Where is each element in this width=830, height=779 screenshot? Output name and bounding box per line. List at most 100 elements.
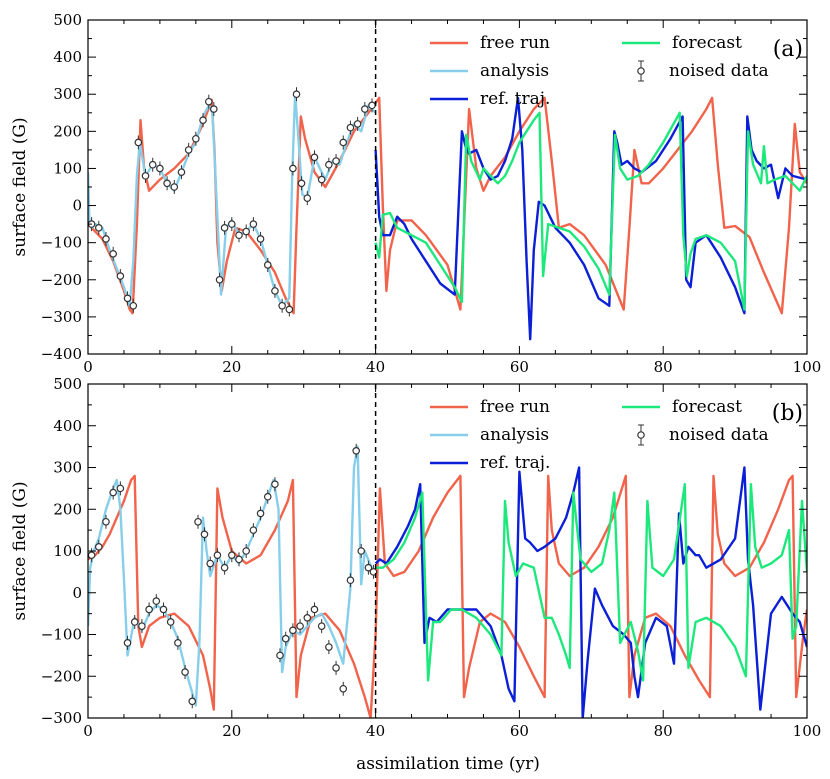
noised-data-point	[200, 530, 209, 539]
panel-label: (b)	[772, 401, 803, 426]
x-tick-label: 80	[654, 358, 673, 376]
noised-data-point	[204, 97, 213, 106]
noised-data-point	[310, 605, 319, 614]
noised-data-point	[352, 446, 360, 455]
series-line-ref-traj-	[374, 96, 807, 341]
noised-data-point	[192, 134, 200, 143]
y-tick-label: 300	[53, 459, 82, 477]
noised-data-point	[206, 559, 215, 568]
noised-data-point	[123, 639, 132, 647]
x-tick-label: 20	[222, 722, 241, 740]
legend-marker	[637, 431, 645, 439]
series-line-free-run	[88, 474, 807, 718]
noised-data-point	[346, 576, 355, 585]
x-axis-label: assimilation time (yr)	[356, 754, 540, 774]
y-tick-label: 0	[72, 197, 82, 215]
legend-label: analysis	[480, 61, 549, 81]
noised-data-point	[210, 105, 218, 113]
noised-data-point	[364, 563, 373, 572]
noised-data-point	[194, 517, 202, 526]
noised-data-point	[281, 634, 290, 643]
noised-data-point	[271, 480, 279, 489]
noised-data-point	[249, 526, 258, 534]
noised-data-point	[310, 153, 319, 162]
noised-data-point	[339, 684, 348, 693]
noised-data-point	[332, 664, 340, 672]
legend-label: noised data	[669, 425, 769, 445]
noised-data-point	[181, 668, 189, 676]
x-tick-label: 0	[83, 722, 93, 740]
noised-data-point	[145, 605, 153, 614]
noised-data-point	[271, 287, 279, 295]
series-line-free-run	[88, 96, 807, 315]
y-tick-label: −300	[41, 308, 82, 326]
noised-data-point	[296, 622, 304, 630]
x-tick-label: 20	[222, 358, 241, 376]
noised-data-point	[109, 488, 117, 497]
noised-data-point	[276, 651, 284, 660]
panel-b: −300 −200 −100 0 100 200 300 400 500 0 20 40 60 80 100…	[10, 375, 821, 740]
noised-data-point	[289, 626, 297, 635]
noised-data-point	[228, 551, 236, 559]
y-tick-label: 200	[53, 500, 82, 518]
legend-label: free run	[480, 397, 550, 417]
y-axis-label: surface field (G)	[10, 481, 30, 620]
legend-label: forecast	[672, 33, 742, 53]
noised-data-point	[339, 138, 348, 147]
noised-data-point	[249, 220, 258, 228]
legend-label: free run	[480, 33, 550, 53]
noised-data-point	[123, 294, 132, 303]
x-tick-label: 80	[654, 722, 673, 740]
noised-data-point	[130, 618, 139, 626]
legend-label: noised data	[669, 61, 769, 81]
y-tick-label: −200	[41, 667, 82, 685]
y-tick-label: −400	[41, 345, 82, 363]
noised-data-point	[256, 235, 265, 243]
noised-data-point	[220, 224, 229, 232]
noised-data-point	[102, 235, 110, 243]
noised-data-point	[332, 157, 340, 165]
panel-a: −400 −300 −200 −100 0 100 200 300 400 500 0 20 40 60 8…	[10, 11, 821, 376]
noised-data-point	[156, 164, 164, 173]
noised-data-point	[141, 172, 150, 180]
noised-data-point	[368, 101, 376, 110]
y-tick-label: −100	[41, 626, 82, 644]
legend: free run analysis ref. traj. forecast noised…	[430, 33, 769, 109]
series-line-analysis	[88, 445, 377, 707]
legend-label: forecast	[672, 397, 742, 417]
noised-data-point	[88, 551, 96, 559]
series-line-forecast	[374, 111, 807, 311]
noised-data-point	[109, 250, 117, 258]
noised-data-point	[317, 622, 326, 630]
noised-data-point	[159, 605, 168, 614]
y-tick-label: 100	[53, 159, 82, 177]
noised-data-point	[138, 622, 146, 630]
noised-data-point	[199, 116, 207, 125]
x-tick-label: 40	[366, 722, 385, 740]
noised-data-point	[116, 484, 125, 493]
x-tick-label: 60	[510, 358, 529, 376]
plot-area	[88, 443, 807, 718]
x-tick-label: 40	[366, 358, 385, 376]
legend-label: ref. traj.	[480, 453, 550, 473]
noised-data-point	[325, 160, 333, 169]
noised-data-point	[361, 105, 369, 113]
noised-data-point	[256, 509, 265, 518]
y-tick-label: −100	[41, 234, 82, 252]
noised-data-point	[163, 179, 171, 188]
noised-data-point	[242, 547, 250, 555]
legend-label: ref. traj.	[480, 89, 550, 109]
noised-data-point	[94, 224, 103, 232]
noised-data-point	[242, 227, 250, 236]
noised-data-point	[325, 643, 333, 651]
y-tick-label: 100	[53, 542, 82, 560]
noised-data-point	[213, 551, 222, 559]
noised-data-point	[303, 194, 312, 202]
x-tick-label: 100	[793, 722, 822, 740]
noised-data-point	[102, 517, 110, 526]
legend-label: analysis	[480, 425, 549, 445]
y-tick-label: 500	[53, 375, 82, 393]
series-line-analysis	[88, 92, 377, 307]
noised-data-point	[170, 183, 179, 191]
